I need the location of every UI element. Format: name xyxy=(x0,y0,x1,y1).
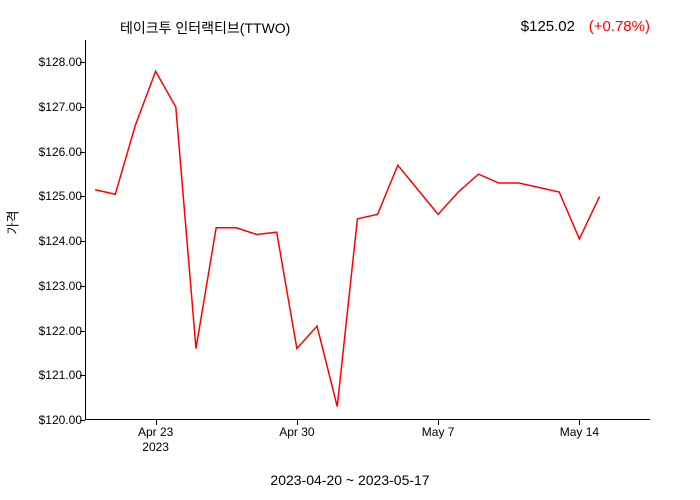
date-range: 2023-04-20 ~ 2023-05-17 xyxy=(0,472,700,488)
y-tick-label: $128.00 xyxy=(39,55,82,69)
y-tick-label: $122.00 xyxy=(39,324,82,338)
x-tick-label: Apr 30 xyxy=(279,425,314,439)
y-tick-label: $124.00 xyxy=(39,234,82,248)
stock-chart: 테이크투 인터랙티브(TTWO) $125.02 (+0.78%) 가격 $12… xyxy=(0,0,700,500)
x-tick-sublabel: 2023 xyxy=(142,440,169,454)
price-change: (+0.78%) xyxy=(589,18,650,35)
y-tick-label: $123.00 xyxy=(39,279,82,293)
x-tick-label: Apr 23 xyxy=(138,425,173,439)
y-tick xyxy=(80,196,85,197)
y-tick xyxy=(80,375,85,376)
y-tick xyxy=(80,420,85,421)
y-tick xyxy=(80,331,85,332)
price-line xyxy=(85,40,650,420)
y-tick xyxy=(80,62,85,63)
x-tick-label: May 7 xyxy=(422,425,455,439)
x-tick-label: May 14 xyxy=(560,425,599,439)
current-price: $125.02 xyxy=(521,18,575,35)
y-tick-label: $126.00 xyxy=(39,145,82,159)
y-tick xyxy=(80,107,85,108)
y-axis-label: 가격 xyxy=(3,211,22,235)
y-tick-label: $125.00 xyxy=(39,189,82,203)
y-tick xyxy=(80,152,85,153)
y-tick-label: $120.00 xyxy=(39,413,82,427)
chart-title: 테이크투 인터랙티브(TTWO) xyxy=(120,18,290,38)
y-tick xyxy=(80,286,85,287)
y-tick-label: $127.00 xyxy=(39,100,82,114)
y-tick-label: $121.00 xyxy=(39,368,82,382)
y-tick xyxy=(80,241,85,242)
